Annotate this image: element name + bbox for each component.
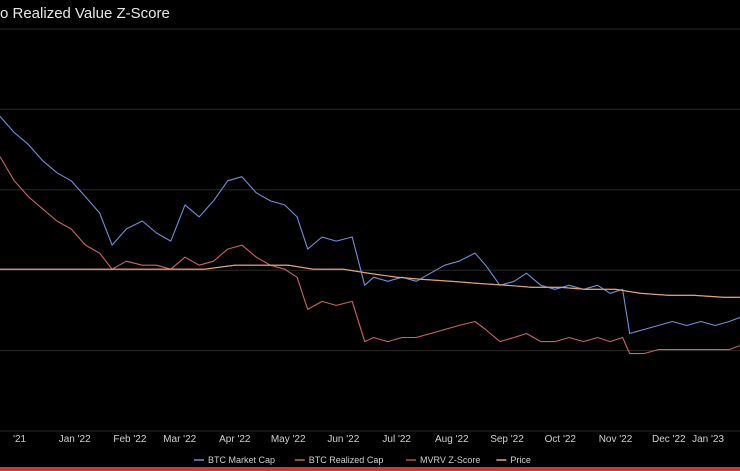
x-tick-label: Dec '22 xyxy=(652,434,686,445)
bottom-accent-bar xyxy=(0,467,740,471)
x-tick-label: Aug '22 xyxy=(435,434,469,445)
series-group xyxy=(0,116,740,355)
x-tick-label: Jun '22 xyxy=(327,434,359,445)
x-tick-label: May '22 xyxy=(271,434,306,445)
legend-item[interactable]: BTC Realized Cap xyxy=(309,455,384,465)
series-line-btc-realized-cap xyxy=(0,156,740,355)
x-tick-label: '21 xyxy=(13,434,26,445)
legend-item[interactable]: BTC Market Cap xyxy=(208,455,275,465)
legend-item[interactable]: MVRV Z-Score xyxy=(420,455,480,465)
series-line-price xyxy=(0,264,740,298)
x-tick-label: Oct '22 xyxy=(545,434,577,445)
x-tick-label: Jan '23 xyxy=(692,434,724,445)
chart-title: o Realized Value Z-Score xyxy=(0,5,170,22)
x-axis-ticks: '21 Jan '22 Feb '22 Mar '22 Apr '22 May '22 Ju… xyxy=(13,434,724,445)
x-tick-label: Mar '22 xyxy=(163,434,196,445)
x-tick-label: Sep '22 xyxy=(490,434,524,445)
legend: BTC Market Cap BTC Realized Cap MVRV Z-Sco… xyxy=(194,455,531,465)
series-line-btc-market-cap xyxy=(0,116,740,335)
legend-item[interactable]: Price xyxy=(510,455,531,465)
x-tick-label: Feb '22 xyxy=(113,434,146,445)
x-tick-label: Jan '22 xyxy=(59,434,91,445)
grid xyxy=(0,28,740,432)
x-tick-label: Jul '22 xyxy=(382,434,411,445)
x-tick-label: Nov '22 xyxy=(599,434,633,445)
x-tick-label: Apr '22 xyxy=(219,434,251,445)
